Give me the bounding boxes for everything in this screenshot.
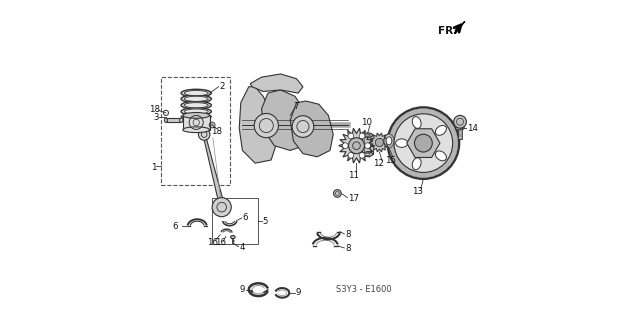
Text: 5: 5 [262,217,268,226]
Circle shape [414,134,432,152]
Text: 6: 6 [242,213,248,222]
Text: 18: 18 [211,127,222,136]
Text: 17: 17 [348,194,359,204]
Text: 9: 9 [296,288,301,297]
Ellipse shape [184,109,208,114]
FancyBboxPatch shape [458,128,462,139]
Circle shape [254,114,278,138]
Polygon shape [370,133,389,152]
Text: 7: 7 [293,102,298,111]
Text: 12: 12 [373,159,384,168]
Text: 15: 15 [385,156,396,164]
Text: 8: 8 [345,244,351,253]
Circle shape [292,116,314,137]
Circle shape [375,138,384,147]
Ellipse shape [362,152,372,156]
Ellipse shape [179,118,183,123]
Ellipse shape [231,236,235,239]
Circle shape [334,190,341,197]
Circle shape [211,124,213,126]
FancyBboxPatch shape [166,118,181,123]
Text: 18: 18 [149,105,160,114]
Circle shape [394,114,452,172]
Text: 10: 10 [361,118,371,127]
Ellipse shape [181,95,211,103]
Ellipse shape [412,158,421,170]
Circle shape [342,143,348,148]
Polygon shape [251,74,303,93]
Text: 11: 11 [348,171,359,180]
Text: FR.: FR. [438,26,458,36]
Ellipse shape [456,126,464,130]
Text: 3: 3 [154,113,159,122]
Text: 1: 1 [151,163,157,172]
Circle shape [359,133,365,139]
Ellipse shape [183,127,209,132]
Polygon shape [290,101,333,157]
Circle shape [348,152,354,158]
Circle shape [365,143,371,148]
Text: 4: 4 [239,243,245,252]
Polygon shape [199,134,226,212]
Ellipse shape [396,139,408,147]
Ellipse shape [362,133,372,137]
Polygon shape [454,21,465,33]
Ellipse shape [436,125,446,135]
Polygon shape [339,128,374,163]
Ellipse shape [181,108,211,116]
FancyBboxPatch shape [183,116,209,130]
Ellipse shape [184,103,208,108]
Circle shape [359,152,365,158]
Ellipse shape [184,96,208,101]
Ellipse shape [384,134,394,148]
FancyBboxPatch shape [362,135,372,154]
Text: 2: 2 [219,82,225,91]
Ellipse shape [184,91,208,96]
Text: 8: 8 [345,230,351,239]
Ellipse shape [181,115,211,119]
Polygon shape [261,90,309,150]
Text: 16: 16 [214,238,226,247]
Circle shape [349,138,364,154]
Text: 13: 13 [412,188,423,196]
Ellipse shape [183,113,209,118]
Text: S3Y3 - E1600: S3Y3 - E1600 [336,285,391,294]
Text: 9: 9 [239,285,244,294]
Ellipse shape [386,137,392,145]
Ellipse shape [412,116,421,128]
Circle shape [198,129,210,140]
Circle shape [212,197,231,217]
Ellipse shape [436,151,446,161]
Ellipse shape [181,89,211,97]
Circle shape [348,133,354,139]
Polygon shape [407,129,440,157]
Text: 14: 14 [467,124,478,132]
Circle shape [388,108,459,179]
Text: 6: 6 [173,222,178,231]
Circle shape [454,116,466,128]
Polygon shape [239,87,278,163]
Ellipse shape [164,118,168,123]
Text: 16: 16 [207,238,217,247]
Ellipse shape [181,101,211,109]
